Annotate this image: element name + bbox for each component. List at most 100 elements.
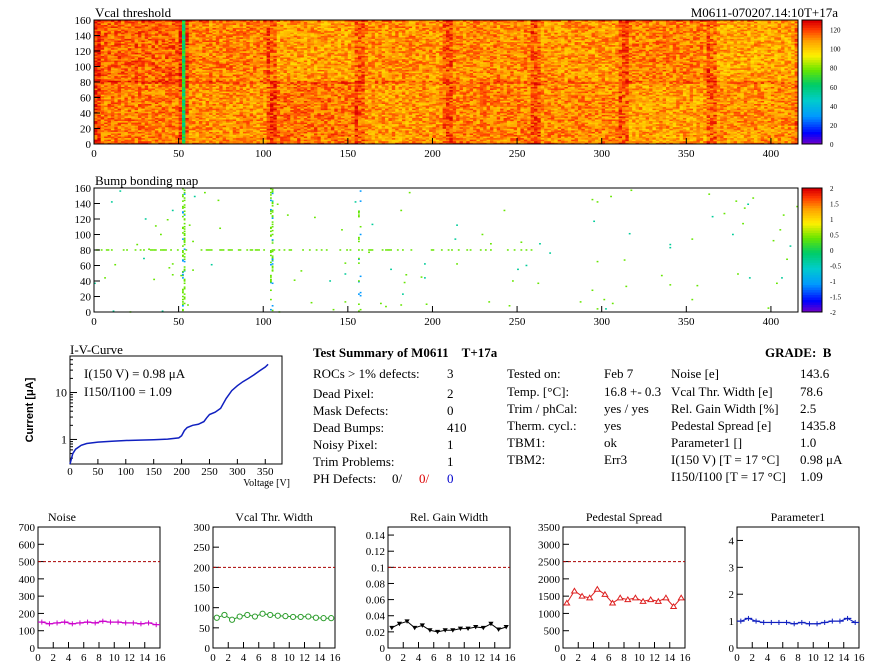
map-pixel — [107, 57, 112, 60]
map-pixel — [151, 54, 156, 56]
map-pixel — [124, 117, 129, 120]
map-pixel — [158, 85, 162, 87]
map-pixel — [110, 83, 115, 86]
map-pixel — [134, 32, 139, 35]
map-pixel — [185, 142, 190, 145]
map-pixel — [117, 60, 122, 63]
map-pixel — [107, 54, 112, 56]
map-pixel — [134, 116, 139, 118]
map-pixel — [171, 35, 176, 38]
map-pixel — [134, 69, 139, 72]
map-pixel — [131, 63, 135, 66]
map-pixel — [107, 97, 112, 100]
map-pixel — [175, 142, 179, 145]
map-pixel — [131, 66, 135, 69]
map-pixel — [97, 108, 102, 111]
map-pixel — [104, 54, 108, 56]
map-pixel — [94, 21, 98, 24]
map-pixel — [121, 69, 125, 72]
map-pixel — [138, 61, 142, 64]
map-pixel — [161, 116, 166, 118]
map-pixel — [165, 40, 169, 42]
map-pixel — [144, 109, 149, 112]
map-pixel — [100, 71, 105, 73]
map-pixel — [154, 27, 159, 30]
map-pixel — [100, 21, 105, 24]
map-pixel — [165, 30, 169, 33]
map-pixel — [97, 83, 102, 86]
map-pixel — [175, 21, 179, 24]
map-pixel — [121, 54, 125, 56]
map-pixel — [127, 47, 132, 50]
map-pixel — [141, 26, 146, 29]
map-pixel — [121, 126, 125, 129]
map-pixel — [94, 82, 98, 84]
map-pixel — [134, 49, 139, 52]
map-pixel — [161, 40, 166, 42]
map-pixel — [161, 30, 166, 33]
map-pixel — [168, 130, 173, 132]
map-pixel — [185, 72, 190, 75]
map-pixel — [138, 92, 142, 95]
map-pixel — [107, 47, 112, 50]
map-pixel — [124, 86, 129, 89]
map-pixel — [131, 89, 135, 92]
map-pixel — [94, 57, 98, 60]
map-pixel — [94, 68, 98, 70]
map-pixel — [141, 100, 146, 103]
map-pixel — [178, 20, 183, 22]
map-pixel — [121, 68, 125, 70]
map-pixel — [104, 89, 108, 92]
map-pixel — [104, 130, 108, 132]
map-pixel — [114, 95, 118, 98]
map-pixel — [165, 21, 169, 24]
map-pixel — [148, 99, 152, 101]
map-pixel — [117, 54, 122, 56]
map-pixel — [138, 142, 142, 145]
map-pixel — [158, 35, 162, 38]
map-pixel — [185, 89, 190, 92]
map-pixel — [185, 100, 190, 103]
map-pixel — [141, 123, 146, 126]
map-pixel — [171, 113, 176, 115]
map-pixel — [131, 77, 135, 80]
map-pixel — [171, 100, 176, 103]
map-pixel — [94, 33, 98, 36]
map-pixel — [175, 139, 179, 142]
map-pixel — [144, 38, 149, 41]
map-pixel — [151, 44, 156, 47]
map-pixel — [124, 66, 129, 69]
map-pixel — [138, 64, 142, 67]
map-pixel — [175, 58, 179, 61]
map-pixel — [127, 69, 132, 72]
map-pixel — [141, 102, 146, 104]
map-pixel — [100, 52, 105, 55]
map-pixel — [171, 131, 176, 134]
map-pixel — [161, 105, 166, 108]
map-pixel — [151, 41, 156, 44]
map-pixel — [171, 89, 176, 92]
map-pixel — [158, 24, 162, 27]
map-pixel — [124, 72, 129, 75]
map-pixel — [151, 92, 156, 95]
map-pixel — [141, 126, 146, 129]
map-pixel — [104, 133, 108, 135]
map-pixel — [144, 68, 149, 70]
map-pixel — [151, 111, 156, 114]
map-pixel — [124, 102, 129, 104]
map-pixel — [182, 74, 186, 77]
map-pixel — [127, 23, 132, 25]
map-pixel — [107, 122, 112, 125]
map-pixel — [121, 52, 125, 55]
map-pixel — [165, 55, 169, 58]
map-pixel — [154, 26, 159, 29]
map-pixel — [165, 72, 169, 75]
map-pixel — [110, 26, 115, 29]
map-pixel — [121, 108, 125, 111]
map-pixel — [134, 35, 139, 38]
map-pixel — [104, 100, 108, 103]
map-pixel — [127, 21, 132, 24]
map-pixel — [175, 136, 179, 139]
map-pixel — [94, 63, 98, 66]
map-pixel — [178, 21, 183, 24]
